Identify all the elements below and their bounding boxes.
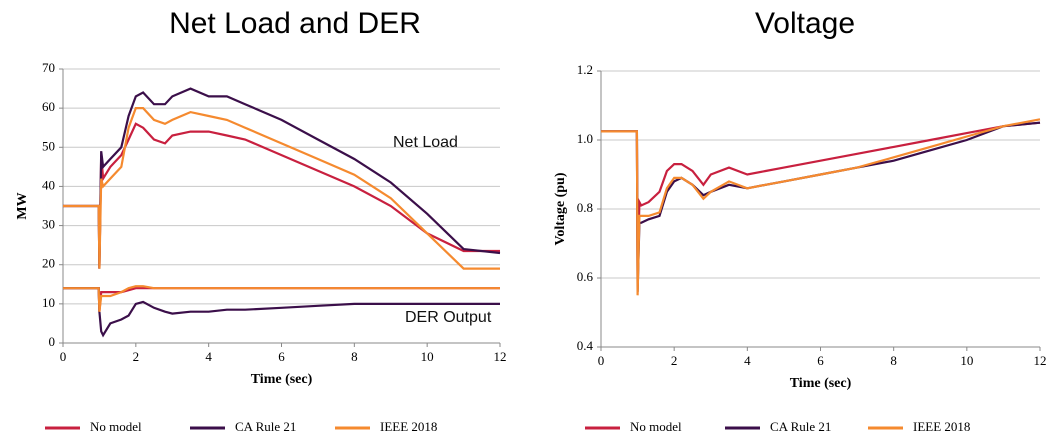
y-axis-label: MW [15, 192, 30, 219]
legend-label: IEEE 2018 [380, 419, 437, 434]
y-tick-label: 70 [42, 60, 55, 75]
y-axis-label: Voltage (pu) [553, 172, 568, 245]
series-line [63, 107, 500, 270]
y-tick-label: 0 [49, 334, 56, 349]
y-tick-label: 0.8 [577, 200, 593, 215]
series-line [601, 121, 1041, 292]
x-tick-label: 2 [671, 353, 678, 368]
legend-label: CA Rule 21 [770, 419, 831, 434]
y-tick-label: 1.2 [577, 62, 593, 77]
x-tick-label: 10 [421, 349, 434, 364]
annotation: Net Load [393, 134, 458, 151]
x-tick-label: 0 [60, 349, 67, 364]
x-tick-label: 10 [960, 353, 973, 368]
chart-title: Voltage [755, 7, 855, 40]
x-tick-label: 6 [278, 349, 285, 364]
series-line [63, 122, 500, 269]
y-tick-label: 40 [42, 177, 55, 192]
y-tick-label: 0.6 [577, 269, 594, 284]
legend-label: CA Rule 21 [235, 419, 296, 434]
y-tick-label: 20 [42, 256, 55, 271]
x-tick-label: 8 [890, 353, 897, 368]
x-tick-label: 8 [351, 349, 358, 364]
x-tick-label: 12 [1034, 353, 1047, 368]
annotation: DER Output [405, 309, 492, 326]
series-line [601, 118, 1041, 296]
series-line [63, 87, 501, 269]
x-tick-label: 6 [817, 353, 824, 368]
x-axis-label: Time (sec) [790, 376, 852, 391]
legend-label: No model [90, 419, 142, 434]
series-line [63, 287, 500, 338]
y-tick-label: 10 [42, 295, 55, 310]
chart-title: Net Load and DER [169, 7, 421, 40]
legend-label: No model [630, 419, 682, 434]
y-tick-label: 60 [42, 99, 55, 114]
y-tick-label: 0.4 [577, 338, 594, 353]
x-tick-label: 12 [494, 349, 507, 364]
y-tick-label: 1.0 [577, 131, 593, 146]
x-tick-label: 0 [598, 353, 605, 368]
series-line [601, 121, 1041, 279]
x-tick-label: 4 [205, 349, 212, 364]
x-tick-label: 4 [744, 353, 751, 368]
y-tick-label: 30 [42, 217, 55, 232]
legend-label: IEEE 2018 [913, 419, 970, 434]
x-axis-label: Time (sec) [251, 372, 313, 387]
x-tick-label: 2 [133, 349, 140, 364]
y-tick-label: 50 [42, 138, 55, 153]
series-line [63, 285, 500, 312]
